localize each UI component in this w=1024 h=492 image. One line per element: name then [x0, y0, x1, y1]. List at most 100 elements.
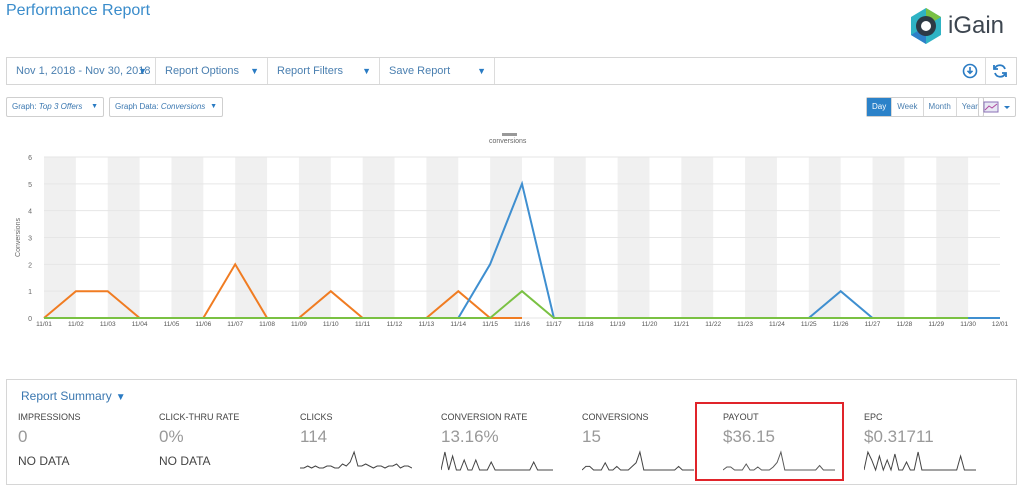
y-tick-label: 0	[28, 316, 32, 323]
metric-value: 0	[18, 427, 28, 446]
save-report-label: Save Report	[389, 65, 451, 77]
graph-select[interactable]: Graph: Top 3 Offers ▼	[6, 97, 104, 117]
tab-day[interactable]: Day	[867, 98, 893, 116]
metric-name: EPC	[864, 412, 883, 422]
series-line-3	[44, 289, 969, 319]
metric-conversions: CONVERSIONS 15	[582, 412, 722, 472]
date-range-dropdown[interactable]: Nov 1, 2018 - Nov 30, 2018 ▼	[7, 58, 156, 84]
x-tick-label: 11/09	[291, 321, 307, 328]
sparkline-path	[864, 450, 976, 472]
legend-label: conversions	[489, 138, 527, 145]
x-tick-label: 11/27	[865, 321, 881, 328]
tab-year[interactable]: Year	[961, 102, 978, 111]
y-tick-label: 5	[28, 182, 32, 189]
caret-down-icon: ▼	[91, 103, 98, 110]
metric-epc: EPC $0.31711	[864, 412, 1004, 472]
logo-gear-icon	[911, 8, 941, 44]
download-icon[interactable]	[961, 62, 979, 80]
metric-sparkline	[582, 450, 694, 471]
report-filters-dropdown[interactable]: Report Filters ▼	[268, 58, 380, 84]
metric-sparkline	[723, 450, 835, 471]
y-tick-label: 1	[28, 289, 32, 296]
report-toolbar: Nov 1, 2018 - Nov 30, 2018 ▼ Report Opti…	[6, 57, 1017, 85]
report-summary-toggle[interactable]: Report Summary ▼	[21, 389, 126, 403]
x-tick-label: 11/06	[195, 321, 211, 328]
y-tick-label: 3	[28, 236, 32, 243]
x-tick-label: 11/07	[227, 321, 243, 328]
metric-payout: PAYOUT $36.15	[723, 412, 863, 472]
y-tick-label: 4	[28, 209, 32, 216]
chevron-down-icon: ▼	[250, 66, 259, 76]
sparkline-path	[441, 451, 553, 471]
page-title: Performance Report	[6, 2, 151, 19]
x-tick-label: 11/20	[642, 321, 658, 328]
metric-name: CLICK-THRU RATE	[159, 412, 240, 422]
x-tick-label: 11/26	[833, 321, 849, 328]
period-tabs: Day Week Month Year	[866, 97, 984, 117]
graph-select-label: Graph:	[12, 102, 37, 111]
x-tick-label: 11/17	[546, 321, 562, 328]
graph-select-value: Top 3 Offers	[38, 102, 83, 111]
metric-conversion-rate: CONVERSION RATE 13.16%	[441, 412, 581, 472]
x-tick-label: 11/18	[578, 321, 594, 328]
report-filters-label: Report Filters	[277, 65, 344, 77]
date-range-label: Nov 1, 2018 - Nov 30, 2018	[16, 65, 151, 77]
x-tick-label: 12/01	[992, 321, 1009, 328]
igain-logo: iGain	[906, 6, 1018, 48]
chart-type-icon	[983, 101, 1010, 113]
metric-sparkline	[300, 450, 412, 469]
y-tick-label: 2	[28, 262, 32, 269]
x-tick-label: 11/21	[673, 321, 689, 328]
x-tick-label: 11/11	[355, 321, 371, 328]
metric-value: 15	[582, 427, 601, 446]
report-options-label: Report Options	[165, 65, 239, 77]
refresh-icon[interactable]	[991, 62, 1009, 80]
metric-no-data: NO DATA	[18, 454, 70, 468]
payout-highlight-box	[695, 402, 844, 481]
x-tick-label: 11/30	[960, 321, 976, 328]
metric-clicks: CLICKS 114	[300, 412, 440, 472]
x-tick-label: 11/15	[482, 321, 498, 328]
metric-value: 114	[300, 427, 328, 446]
x-tick-label: 11/03	[100, 321, 116, 328]
tab-month[interactable]: Month	[924, 98, 957, 116]
report-options-dropdown[interactable]: Report Options ▼	[156, 58, 268, 84]
x-tick-label: 11/04	[132, 321, 148, 328]
x-tick-label: 11/14	[450, 321, 466, 328]
metric-sparkline	[864, 450, 976, 472]
sparkline-path	[723, 450, 835, 471]
graph-type-dropdown[interactable]	[978, 97, 1016, 117]
graph-data-select-value: Conversions	[160, 102, 206, 111]
x-tick-label: 11/01	[36, 321, 52, 328]
metric-name: IMPRESSIONS	[18, 412, 81, 422]
logo-text: iGain	[948, 12, 1005, 39]
graph-data-select[interactable]: Graph Data: Conversions ▼	[109, 97, 223, 117]
x-tick-label: 11/10	[323, 321, 339, 328]
x-tick-label: 11/28	[897, 321, 913, 328]
chevron-down-icon: ▼	[115, 392, 126, 403]
x-tick-label: 11/29	[928, 321, 944, 328]
chevron-down-icon: ▼	[138, 66, 147, 76]
metric-sparkline	[441, 451, 553, 471]
sparkline-path	[582, 450, 694, 471]
x-tick-label: 11/24	[769, 321, 785, 328]
metric-name: CONVERSIONS	[582, 412, 649, 422]
metric-name: CLICKS	[300, 412, 333, 422]
metric-value: $0.31711	[864, 427, 934, 446]
report-summary-panel: Report Summary ▼ IMPRESSIONS 0 NO DATA CLICK…	[6, 379, 1017, 485]
metric-value: $36.15	[723, 427, 775, 446]
caret-down-icon: ▼	[210, 103, 217, 110]
save-report-dropdown[interactable]: Save Report ▼	[380, 58, 495, 84]
x-tick-label: 11/25	[801, 321, 817, 328]
tab-week[interactable]: Week	[892, 98, 924, 116]
toolbar-divider	[985, 58, 986, 84]
metric-name: PAYOUT	[723, 412, 759, 422]
metric-value: 13.16%	[441, 427, 499, 446]
metric-click-thru-rate: CLICK-THRU RATE 0% NO DATA	[159, 412, 299, 468]
metric-no-data: NO DATA	[159, 454, 211, 468]
y-tick-label: 6	[28, 155, 32, 162]
x-tick-label: 11/22	[705, 321, 721, 328]
sparkline-path	[300, 450, 412, 469]
y-axis-label: Conversions	[15, 218, 22, 257]
legend-swatch	[502, 133, 517, 136]
